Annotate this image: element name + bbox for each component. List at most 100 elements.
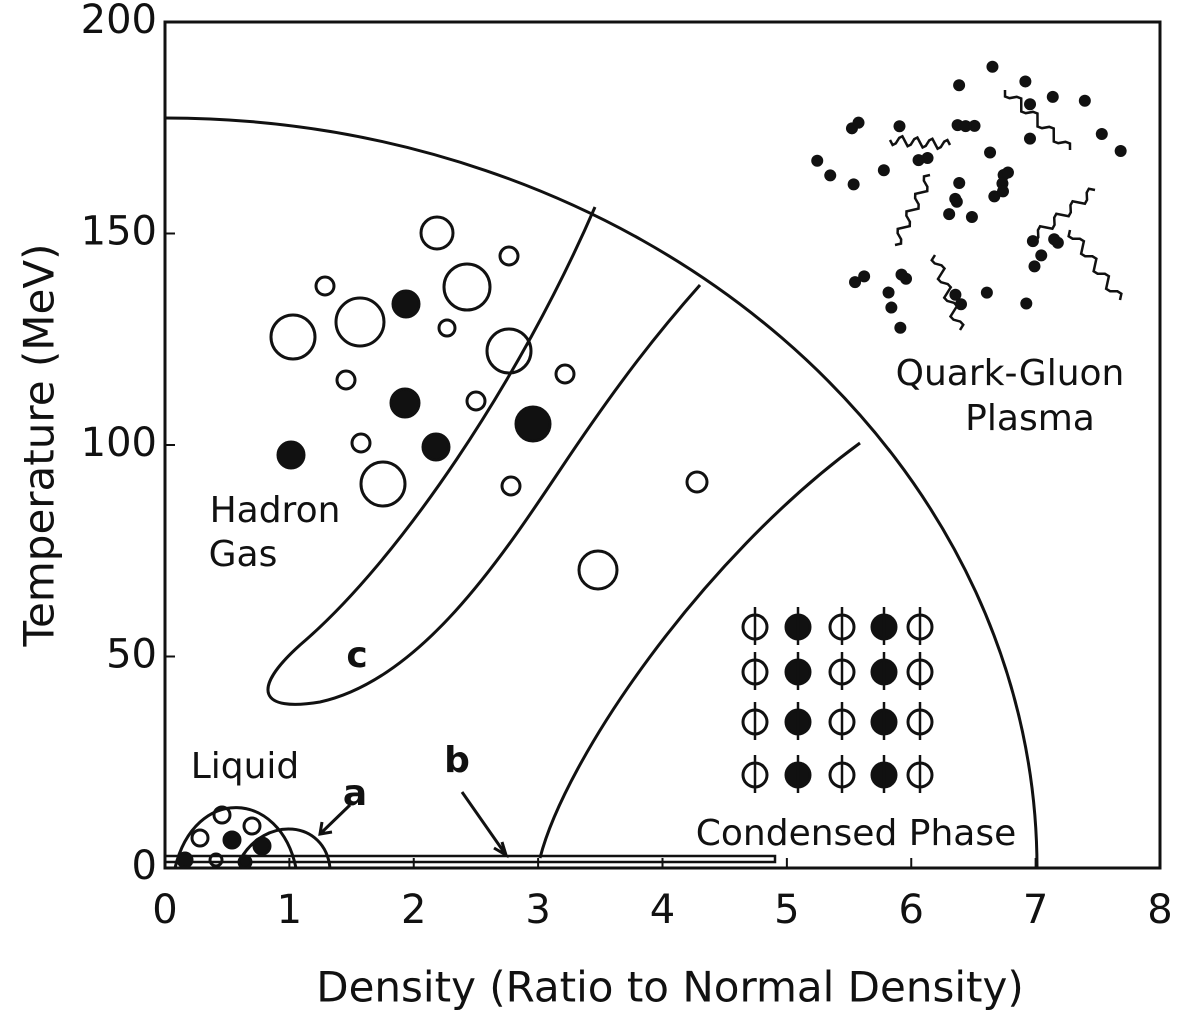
particle xyxy=(421,432,451,462)
gluon xyxy=(1003,89,1072,151)
quark xyxy=(984,146,997,159)
quark xyxy=(1035,249,1048,262)
quark xyxy=(986,60,999,73)
quark xyxy=(1046,90,1059,103)
quark xyxy=(1020,297,1033,310)
y-axis-title: Temperature (MeV) xyxy=(15,244,64,648)
particle xyxy=(222,830,242,850)
quark xyxy=(965,211,978,224)
liquid-dome xyxy=(173,806,298,869)
gluon xyxy=(930,254,965,331)
quark xyxy=(852,116,865,129)
particle xyxy=(391,289,421,319)
x-tick-label: 7 xyxy=(1023,887,1048,933)
quark xyxy=(885,301,898,314)
particle xyxy=(514,405,552,443)
quark xyxy=(1078,94,1091,107)
particle xyxy=(350,432,372,454)
hadron-label: Hadron xyxy=(210,490,341,531)
quark xyxy=(895,268,908,281)
decorations xyxy=(176,60,1127,870)
y-tick-label: 0 xyxy=(132,843,157,889)
particle xyxy=(269,313,317,361)
arrow-a xyxy=(318,803,352,836)
particle xyxy=(419,215,455,251)
particle xyxy=(554,363,576,385)
particle xyxy=(276,440,306,470)
quark xyxy=(824,169,837,182)
y-tick-label: 100 xyxy=(81,420,157,466)
particle xyxy=(208,852,224,868)
x-tick-label: 1 xyxy=(277,887,302,933)
particle xyxy=(442,262,492,312)
x-tick-label: 8 xyxy=(1147,887,1172,933)
quark xyxy=(955,298,968,311)
x-tick-label: 2 xyxy=(401,887,426,933)
qgp-boundary xyxy=(164,116,1039,869)
region-a xyxy=(238,827,332,869)
quark xyxy=(953,177,966,190)
particle xyxy=(190,828,210,848)
particle xyxy=(465,390,487,412)
particle xyxy=(212,805,232,825)
quark xyxy=(893,120,906,133)
quark xyxy=(1023,132,1036,145)
x-tick-label: 0 xyxy=(152,887,177,933)
particle xyxy=(485,327,533,375)
quark xyxy=(949,192,962,205)
gluon xyxy=(1029,187,1096,243)
particle xyxy=(437,318,457,338)
quark xyxy=(968,119,981,132)
quark xyxy=(921,152,934,165)
qgp-label: Quark-Gluon xyxy=(896,353,1125,394)
region-label: a xyxy=(343,773,367,814)
x-tick-label: 4 xyxy=(650,887,675,933)
particle xyxy=(577,549,619,591)
quark xyxy=(1019,75,1032,88)
y-tick-label: 50 xyxy=(106,632,157,678)
x-tick-label: 6 xyxy=(899,887,924,933)
region-label: b xyxy=(444,740,470,781)
quark xyxy=(1114,144,1127,157)
plot-frame xyxy=(163,20,1162,870)
y-tick-label: 200 xyxy=(81,0,157,43)
particle xyxy=(237,854,253,870)
particle xyxy=(389,387,421,419)
quark xyxy=(988,190,1001,203)
quark xyxy=(877,164,890,177)
region-c xyxy=(266,206,702,706)
quark xyxy=(912,154,925,167)
region-b xyxy=(163,854,777,864)
region-label: c xyxy=(346,635,367,676)
quark xyxy=(959,120,972,133)
particle xyxy=(500,475,522,497)
quark xyxy=(882,286,895,299)
particle xyxy=(314,275,336,297)
quark xyxy=(980,286,993,299)
quark xyxy=(894,321,907,334)
particle xyxy=(498,245,520,267)
gluon xyxy=(888,134,952,151)
quark xyxy=(949,288,962,301)
quark xyxy=(1028,260,1041,273)
qgp-label: Plasma xyxy=(965,398,1095,439)
quark xyxy=(1095,128,1108,141)
hadron-label: Gas xyxy=(209,534,278,575)
x-axis-title: Density (Ratio to Normal Density) xyxy=(316,963,1023,1012)
gluon xyxy=(894,173,931,247)
condensed-boundary xyxy=(538,441,861,859)
y-tick-label: 150 xyxy=(81,209,157,255)
gluon xyxy=(1067,229,1123,301)
quark xyxy=(943,208,956,221)
particle xyxy=(685,470,709,494)
particle xyxy=(334,296,386,348)
liquid-label: Liquid xyxy=(191,746,300,787)
quark xyxy=(1024,98,1037,111)
quark xyxy=(996,185,1009,198)
quark xyxy=(953,79,966,92)
particle xyxy=(252,836,272,856)
particle xyxy=(359,460,407,508)
quark xyxy=(849,276,862,289)
arrow-b xyxy=(460,791,509,859)
quark xyxy=(858,270,871,283)
